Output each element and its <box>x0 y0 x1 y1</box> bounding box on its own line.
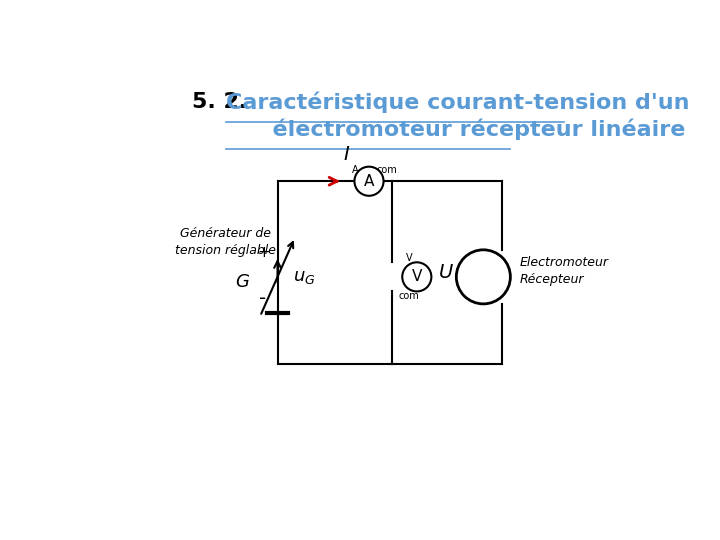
Text: V: V <box>406 253 413 263</box>
Text: 5. 2.: 5. 2. <box>192 92 256 112</box>
Text: Caractéristique courant-tension d'un: Caractéristique courant-tension d'un <box>225 92 689 113</box>
Text: -: - <box>259 289 266 308</box>
Text: +: + <box>258 245 271 260</box>
Circle shape <box>402 262 431 292</box>
Text: com: com <box>377 165 397 174</box>
Text: V: V <box>412 269 422 285</box>
Text: électromoteur récepteur linéaire: électromoteur récepteur linéaire <box>225 119 685 140</box>
Text: com: com <box>399 291 420 301</box>
Text: Générateur de
tension réglable: Générateur de tension réglable <box>175 226 276 256</box>
Text: $u_G$: $u_G$ <box>293 268 316 286</box>
Text: I: I <box>343 145 349 164</box>
Text: Electromoteur
Récepteur: Electromoteur Récepteur <box>520 255 608 286</box>
Text: A: A <box>364 174 374 188</box>
Text: U: U <box>438 263 453 282</box>
Text: G: G <box>235 273 249 291</box>
Text: A: A <box>352 165 359 174</box>
Circle shape <box>354 167 384 196</box>
Circle shape <box>456 250 510 304</box>
